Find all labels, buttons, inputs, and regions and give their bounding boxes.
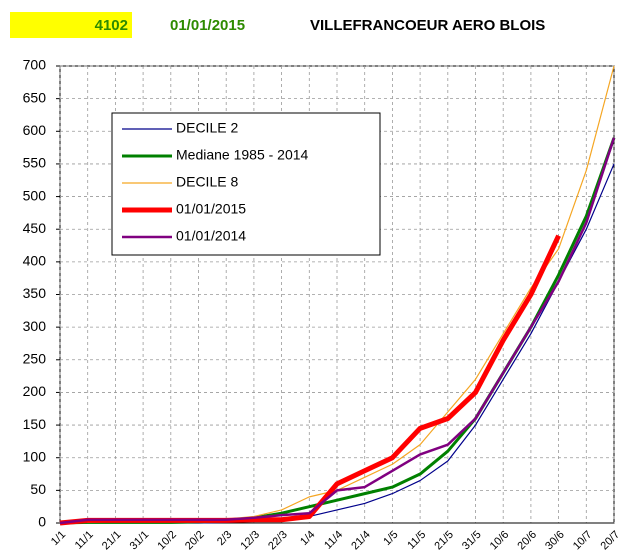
y-tick-label: 650 xyxy=(23,89,47,105)
x-tick-label: 10/6 xyxy=(488,529,512,553)
x-tick-label: 11/4 xyxy=(322,529,345,552)
y-tick-label: 250 xyxy=(23,350,47,366)
x-tick-label: 30/6 xyxy=(543,529,567,553)
x-tick-label: 2/3 xyxy=(215,529,234,548)
y-tick-label: 200 xyxy=(23,383,47,399)
y-tick-label: 0 xyxy=(38,514,46,530)
y-tick-label: 450 xyxy=(23,220,47,236)
legend: DECILE 2 Mediane 1985 - 2014 DECILE 8 01/01… xyxy=(111,112,381,256)
x-tick-label: 22/3 xyxy=(266,529,290,553)
x-tick-label: 12/3 xyxy=(238,529,262,553)
legend-label: DECILE 2 xyxy=(176,120,238,136)
x-tick-label: 10/7 xyxy=(571,529,595,553)
x-tick-label: 31/5 xyxy=(460,529,484,553)
legend-label: 01/01/2015 xyxy=(176,201,246,217)
x-tick-label: 31/1 xyxy=(128,529,152,553)
x-tick-label: 20/6 xyxy=(515,529,539,553)
x-tick-label: 21/1 xyxy=(100,529,124,553)
x-tick-label: 21/4 xyxy=(349,529,373,553)
y-tick-label: 300 xyxy=(23,318,47,334)
y-tick-label: 600 xyxy=(23,122,47,138)
legend-label: DECILE 8 xyxy=(176,174,238,190)
x-tick-label: 21/5 xyxy=(432,529,456,553)
y-tick-label: 500 xyxy=(23,187,47,203)
y-tick-label: 550 xyxy=(23,155,47,171)
legend-label: 01/01/2014 xyxy=(176,228,246,244)
legend-label: Mediane 1985 - 2014 xyxy=(176,147,309,163)
y-tick-label: 350 xyxy=(23,285,47,301)
y-tick-label: 50 xyxy=(30,481,46,497)
x-tick-label: 1/5 xyxy=(381,529,400,548)
series-line xyxy=(59,137,616,525)
x-tick-label: 11/5 xyxy=(405,529,428,552)
x-tick-label: 1/1 xyxy=(49,529,68,548)
station-code: 4102 xyxy=(95,17,128,34)
y-tick-label: 400 xyxy=(23,253,47,269)
x-tick-label: 11/1 xyxy=(73,529,96,552)
x-tick-label: 20/2 xyxy=(183,529,207,553)
x-tick-label: 20/7 xyxy=(599,529,620,553)
y-tick-label: 150 xyxy=(23,416,47,432)
chart-date: 01/01/2015 xyxy=(170,17,245,34)
y-tick-label: 700 xyxy=(23,57,47,73)
station-highlight xyxy=(10,12,132,38)
legend-box xyxy=(111,112,381,256)
x-tick-label: 10/2 xyxy=(155,529,179,553)
x-tick-label: 1/4 xyxy=(298,529,317,548)
y-tick-label: 100 xyxy=(23,448,47,464)
chart-title: VILLEFRANCOEUR AERO BLOIS xyxy=(310,17,545,34)
